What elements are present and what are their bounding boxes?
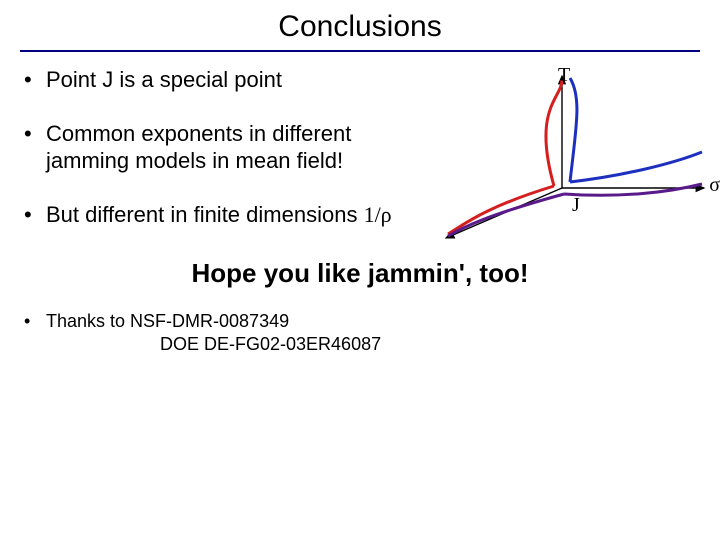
thanks-line-1: Thanks to NSF-DMR-0087349 — [20, 311, 700, 332]
bullet-3-math: 1/ρ — [364, 202, 392, 227]
bullet-3-text: But different in finite dimensions — [46, 202, 364, 227]
slide-title: Conclusions — [278, 10, 441, 44]
title-rule — [20, 50, 700, 52]
sigma-symbol: σ — [709, 174, 720, 196]
bullet-1: Point J is a special point — [20, 66, 440, 94]
point-J-label: J — [572, 194, 580, 217]
axis-label-sigma: σxy — [709, 174, 720, 201]
phase-diagram: T σxy J — [412, 68, 712, 258]
curve-blue — [570, 78, 702, 182]
title-wrap: Conclusions — [20, 10, 700, 44]
thanks-line-2: DOE DE-FG02-03ER46087 — [20, 334, 700, 355]
bullet-3: But different in finite dimensions 1/ρ — [20, 201, 440, 229]
slide: Conclusions Point J is a special point C… — [0, 0, 720, 540]
thanks-block: Thanks to NSF-DMR-0087349 DOE DE-FG02-03… — [20, 311, 700, 355]
phase-diagram-svg — [412, 68, 712, 258]
bullet-2: Common exponents in different jamming mo… — [20, 120, 440, 175]
hope-line: Hope you like jammin', too! — [20, 258, 700, 289]
axis-label-T: T — [558, 64, 570, 87]
